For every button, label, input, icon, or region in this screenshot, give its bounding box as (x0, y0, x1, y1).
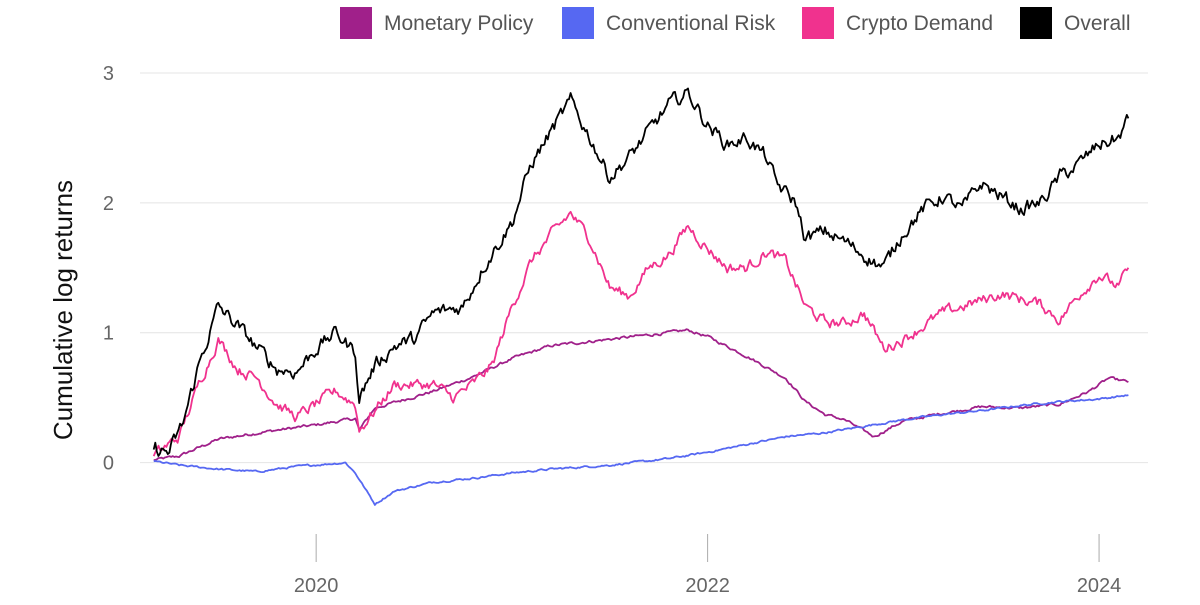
series-line-overall (152, 87, 1130, 457)
series-line-conventional-risk (153, 394, 1129, 506)
gridlines (140, 72, 1148, 464)
legend-label: Overall (1064, 12, 1131, 35)
series-line-crypto-demand (152, 210, 1130, 457)
y-tick-label: 3 (103, 63, 114, 85)
x-tick-label: 2022 (685, 575, 730, 597)
y-axis-label: Cumulative log returns (48, 180, 78, 440)
legend-label: Monetary Policy (384, 12, 534, 35)
y-tick-label: 0 (103, 453, 114, 475)
legend-item: Crypto Demand (802, 7, 993, 39)
legend-item: Monetary Policy (340, 7, 534, 39)
x-tick-label: 2020 (294, 575, 339, 597)
legend-item: Overall (1020, 7, 1131, 39)
legend-swatch (340, 7, 372, 39)
x-tick-label: 2024 (1077, 575, 1122, 597)
legend: Monetary Policy Conventional Risk Crypto D… (340, 7, 1131, 39)
legend-swatch (1020, 7, 1052, 39)
legend-swatch (802, 7, 834, 39)
legend-label: Conventional Risk (606, 12, 776, 35)
y-tick-label: 2 (103, 193, 114, 215)
y-axis: 0 1 2 3 (103, 63, 114, 475)
legend-swatch (562, 7, 594, 39)
series-line-monetary-policy (153, 328, 1129, 461)
legend-label: Crypto Demand (846, 12, 993, 35)
series-lines (152, 87, 1130, 506)
x-axis: 2020 2022 2024 (294, 534, 1121, 597)
legend-item: Conventional Risk (562, 7, 776, 39)
y-tick-label: 1 (103, 323, 114, 345)
